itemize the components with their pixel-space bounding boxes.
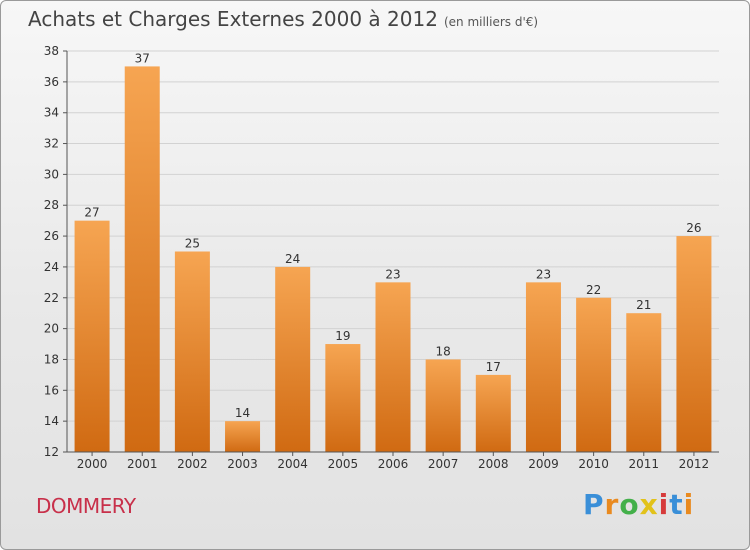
y-tick-label: 32: [44, 137, 59, 151]
bar-2012: [676, 236, 712, 452]
bars: [74, 66, 712, 452]
y-tick-label: 28: [44, 198, 59, 212]
data-label-2004: 24: [285, 252, 300, 266]
x-tick-label-2008: 2008: [478, 457, 509, 471]
data-label-2006: 23: [385, 267, 400, 281]
chart-title: Achats et Charges Externes 2000 à 2012 (e…: [28, 7, 538, 31]
town-name: DOMMERY: [36, 494, 136, 518]
y-tick-label: 26: [44, 229, 59, 243]
x-tick-label-2003: 2003: [227, 457, 258, 471]
data-label-2010: 22: [586, 283, 601, 297]
y-tick-label: 22: [44, 291, 59, 305]
x-tick-label-2011: 2011: [628, 457, 659, 471]
bar-2006: [375, 282, 411, 452]
x-tick-label-2005: 2005: [328, 457, 359, 471]
data-label-2001: 37: [135, 51, 150, 65]
data-label-2003: 14: [235, 406, 250, 420]
logo-letter: i: [658, 488, 670, 521]
y-tick-label: 18: [44, 352, 59, 366]
data-label-2011: 21: [636, 298, 651, 312]
x-tick-label-2004: 2004: [277, 457, 308, 471]
bar-2008: [475, 374, 511, 452]
y-tick-label: 36: [44, 75, 59, 89]
data-label-2005: 19: [335, 329, 350, 343]
y-tick-label: 30: [44, 167, 59, 181]
x-tick-label-2001: 2001: [127, 457, 158, 471]
bar-2004: [275, 266, 311, 452]
logo-letter: P: [583, 488, 605, 521]
proxiti-logo: Proxiti: [583, 488, 694, 521]
x-tick-label-2009: 2009: [528, 457, 559, 471]
x-tick-label-2000: 2000: [77, 457, 108, 471]
data-label-2002: 25: [185, 237, 200, 251]
x-tick-label-2012: 2012: [679, 457, 710, 471]
y-tick-label: 24: [44, 260, 59, 274]
data-label-2012: 26: [686, 221, 701, 235]
y-tick-label: 16: [44, 383, 59, 397]
logo-letter: o: [619, 488, 640, 521]
y-tick-label: 14: [44, 414, 59, 428]
x-tick-label-2002: 2002: [177, 457, 208, 471]
chart-title-text: Achats et Charges Externes 2000 à 2012: [28, 7, 438, 31]
x-tick-label-2007: 2007: [428, 457, 459, 471]
logo-letter: r: [604, 488, 620, 521]
y-tick-label: 38: [44, 44, 59, 58]
bar-2000: [74, 220, 110, 452]
logo-letter: i: [683, 488, 695, 521]
logo-letter: t: [669, 488, 684, 521]
bar-2007: [425, 359, 461, 452]
bar-2003: [225, 421, 261, 452]
data-label-2007: 18: [436, 344, 451, 358]
chart-subtitle: (en milliers d'€): [443, 15, 539, 29]
y-tick-label: 20: [44, 322, 59, 336]
bar-2005: [325, 344, 361, 452]
labels: 12 14 16 18 20 22 24 26 28 30 32 34 36 38 27 2000 37 2001…: [44, 44, 709, 471]
x-tick-label-2010: 2010: [578, 457, 609, 471]
bar-2009: [525, 282, 561, 452]
axes: [63, 50, 719, 456]
bar-2011: [626, 313, 662, 452]
data-label-2009: 23: [536, 267, 551, 281]
bar-2010: [576, 297, 612, 452]
logo-letter: x: [639, 488, 659, 521]
y-tick-label: 34: [44, 106, 59, 120]
data-label-2000: 27: [84, 206, 99, 220]
bar-2001: [124, 66, 160, 452]
x-tick-label-2006: 2006: [378, 457, 409, 471]
y-tick-label: 12: [44, 445, 59, 459]
data-label-2008: 17: [486, 360, 501, 374]
bar-2002: [174, 251, 210, 452]
